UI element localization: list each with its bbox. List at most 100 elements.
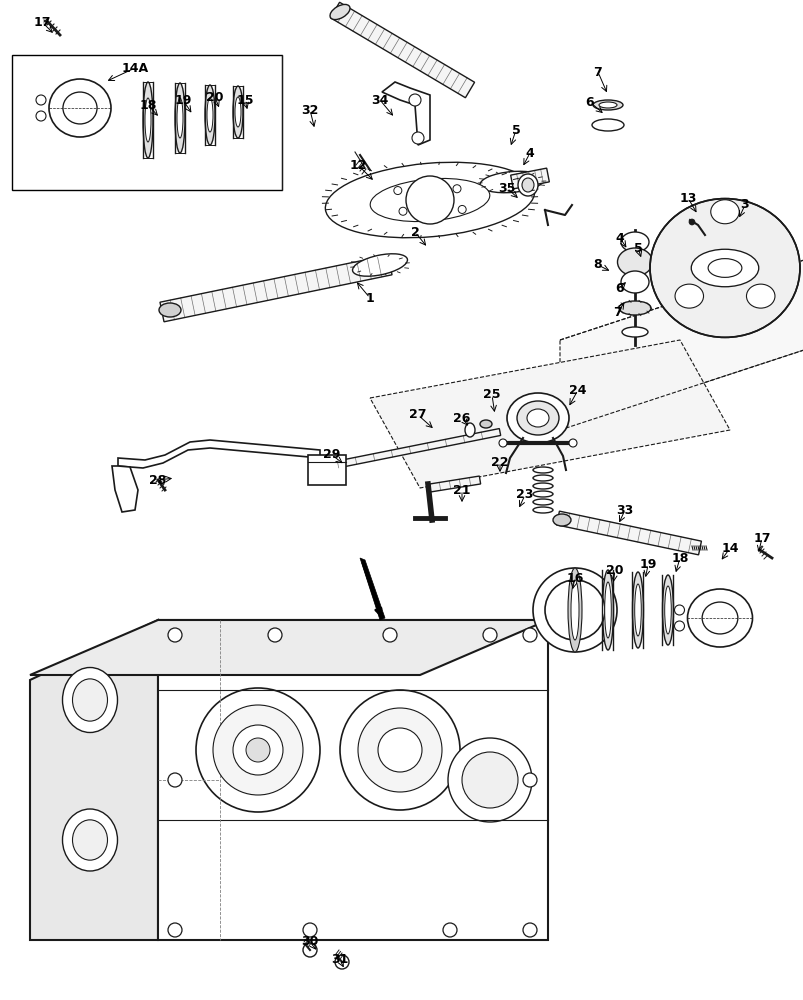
Ellipse shape bbox=[159, 303, 181, 317]
Ellipse shape bbox=[632, 572, 642, 648]
Circle shape bbox=[462, 752, 517, 808]
Text: 31: 31 bbox=[331, 953, 349, 966]
Circle shape bbox=[393, 187, 402, 195]
Text: 6: 6 bbox=[615, 282, 624, 294]
Text: 26: 26 bbox=[453, 412, 470, 424]
Text: 16: 16 bbox=[565, 572, 583, 584]
Ellipse shape bbox=[145, 98, 151, 142]
Ellipse shape bbox=[369, 178, 489, 222]
Polygon shape bbox=[556, 511, 700, 555]
Text: 29: 29 bbox=[323, 448, 340, 462]
Ellipse shape bbox=[552, 514, 570, 526]
Ellipse shape bbox=[517, 174, 537, 196]
Ellipse shape bbox=[634, 584, 641, 636]
Circle shape bbox=[377, 728, 422, 772]
Ellipse shape bbox=[664, 586, 671, 634]
Ellipse shape bbox=[662, 575, 673, 645]
Ellipse shape bbox=[464, 423, 475, 437]
Polygon shape bbox=[330, 2, 474, 98]
Ellipse shape bbox=[601, 570, 613, 650]
Ellipse shape bbox=[691, 249, 758, 287]
Circle shape bbox=[36, 111, 46, 121]
Text: 27: 27 bbox=[409, 408, 426, 422]
Circle shape bbox=[233, 725, 283, 775]
Ellipse shape bbox=[710, 200, 738, 224]
Text: 20: 20 bbox=[206, 91, 223, 104]
Polygon shape bbox=[381, 82, 430, 145]
Circle shape bbox=[303, 943, 316, 957]
Ellipse shape bbox=[63, 809, 117, 871]
Ellipse shape bbox=[175, 83, 185, 153]
Text: 7: 7 bbox=[613, 306, 622, 318]
Ellipse shape bbox=[591, 119, 623, 131]
Ellipse shape bbox=[526, 409, 548, 427]
Circle shape bbox=[196, 688, 320, 812]
Polygon shape bbox=[30, 620, 548, 675]
Text: 28: 28 bbox=[149, 474, 166, 487]
Text: 18: 18 bbox=[671, 552, 688, 564]
Circle shape bbox=[442, 923, 456, 937]
Ellipse shape bbox=[745, 284, 774, 308]
Ellipse shape bbox=[233, 86, 243, 138]
Ellipse shape bbox=[649, 199, 799, 337]
Ellipse shape bbox=[325, 162, 534, 238]
Text: 14: 14 bbox=[720, 542, 738, 554]
Text: 4: 4 bbox=[525, 147, 534, 160]
Circle shape bbox=[499, 439, 507, 447]
Text: 35: 35 bbox=[498, 182, 515, 195]
Circle shape bbox=[522, 628, 536, 642]
Text: 18: 18 bbox=[139, 99, 157, 112]
Ellipse shape bbox=[618, 301, 650, 315]
Circle shape bbox=[357, 708, 442, 792]
Circle shape bbox=[544, 580, 604, 640]
Polygon shape bbox=[319, 429, 500, 471]
Ellipse shape bbox=[177, 98, 183, 138]
Circle shape bbox=[522, 923, 536, 937]
Circle shape bbox=[168, 773, 181, 787]
Text: 19: 19 bbox=[638, 558, 656, 572]
Ellipse shape bbox=[352, 254, 407, 276]
Text: 7: 7 bbox=[593, 66, 601, 79]
Text: 5: 5 bbox=[633, 241, 642, 254]
Circle shape bbox=[532, 568, 616, 652]
Ellipse shape bbox=[479, 171, 543, 193]
Circle shape bbox=[688, 219, 694, 225]
Circle shape bbox=[483, 628, 496, 642]
Text: 13: 13 bbox=[679, 192, 696, 205]
Text: 32: 32 bbox=[301, 104, 318, 117]
Ellipse shape bbox=[521, 178, 533, 192]
Text: 5: 5 bbox=[511, 124, 520, 137]
Polygon shape bbox=[112, 466, 138, 512]
Ellipse shape bbox=[63, 668, 117, 732]
Ellipse shape bbox=[701, 602, 737, 634]
Text: 25: 25 bbox=[483, 388, 500, 401]
Polygon shape bbox=[360, 558, 385, 620]
Ellipse shape bbox=[620, 271, 648, 293]
Circle shape bbox=[36, 95, 46, 105]
Text: 15: 15 bbox=[236, 94, 254, 107]
Text: 12: 12 bbox=[349, 159, 366, 172]
Polygon shape bbox=[510, 168, 548, 189]
Ellipse shape bbox=[234, 97, 241, 127]
Circle shape bbox=[674, 621, 683, 631]
Ellipse shape bbox=[604, 582, 610, 638]
Ellipse shape bbox=[479, 420, 491, 428]
Circle shape bbox=[406, 176, 454, 224]
Text: 21: 21 bbox=[453, 484, 471, 496]
Text: 22: 22 bbox=[491, 456, 508, 468]
Text: 3: 3 bbox=[740, 198, 748, 212]
Polygon shape bbox=[560, 260, 803, 430]
Text: 33: 33 bbox=[616, 504, 633, 516]
Circle shape bbox=[411, 132, 423, 144]
Polygon shape bbox=[118, 440, 320, 468]
Text: 23: 23 bbox=[516, 488, 533, 502]
Ellipse shape bbox=[620, 232, 648, 252]
Polygon shape bbox=[369, 340, 729, 488]
Ellipse shape bbox=[329, 4, 349, 20]
Ellipse shape bbox=[72, 820, 108, 860]
Ellipse shape bbox=[63, 92, 97, 124]
Text: 2: 2 bbox=[410, 226, 419, 238]
Text: 17: 17 bbox=[752, 532, 770, 544]
Ellipse shape bbox=[622, 327, 647, 337]
Text: 14A: 14A bbox=[121, 62, 149, 75]
